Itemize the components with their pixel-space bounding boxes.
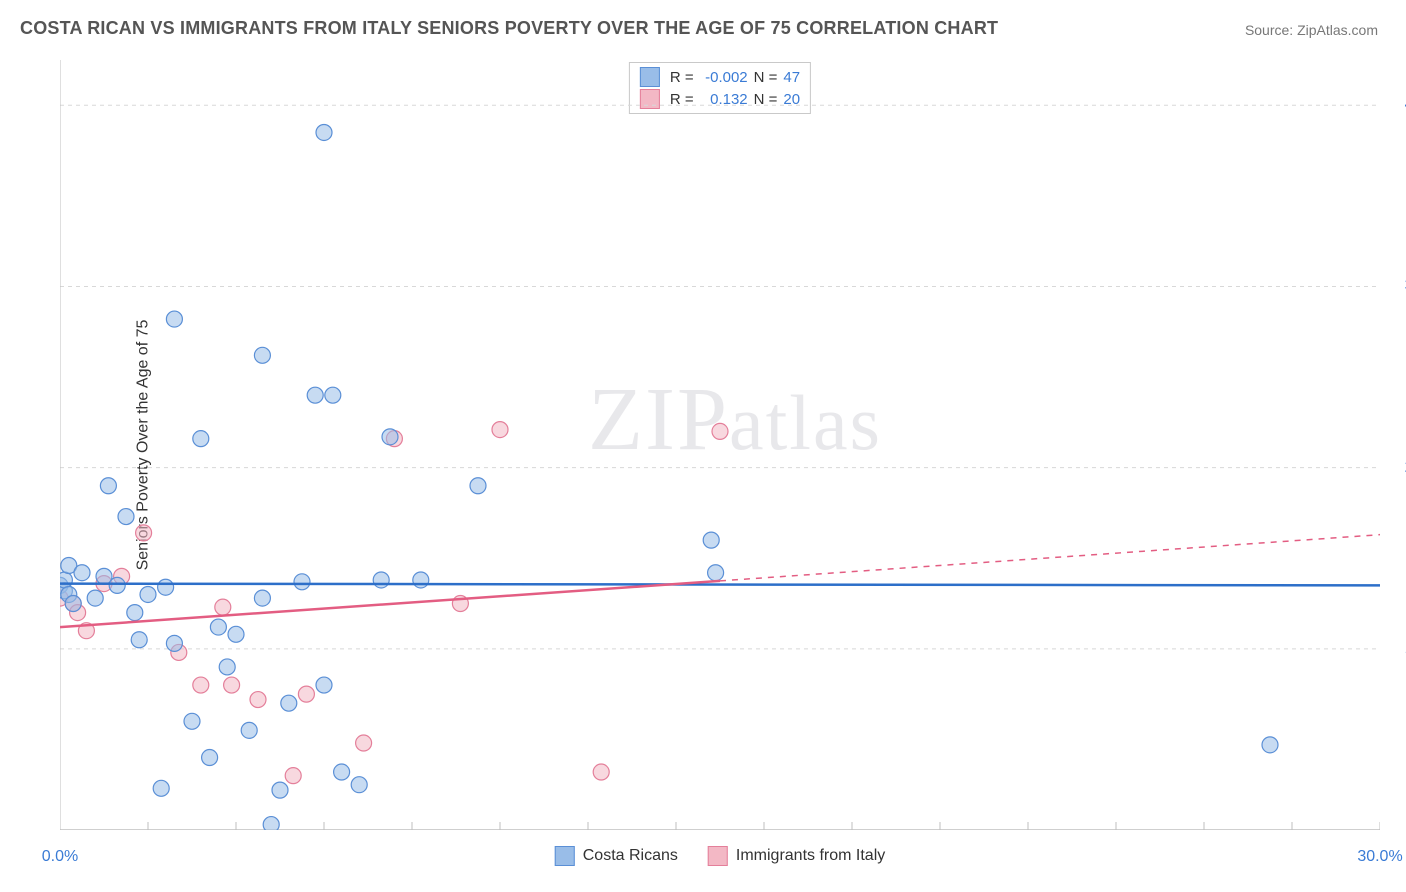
data-point <box>254 347 270 363</box>
data-point <box>127 605 143 621</box>
trend-line-extrapolated <box>720 535 1380 581</box>
data-point <box>263 817 279 830</box>
data-point <box>74 565 90 581</box>
data-point <box>219 659 235 675</box>
legend-swatch-icon <box>555 846 575 866</box>
data-point <box>166 311 182 327</box>
data-point <box>202 750 218 766</box>
data-point <box>351 777 367 793</box>
source-attribution: Source: ZipAtlas.com <box>1245 22 1378 38</box>
data-point <box>210 619 226 635</box>
data-point <box>316 124 332 140</box>
data-point <box>492 422 508 438</box>
data-point <box>224 677 240 693</box>
data-point <box>228 626 244 642</box>
data-point <box>65 596 81 612</box>
data-point <box>131 632 147 648</box>
data-point <box>193 677 209 693</box>
legend-item: Immigrants from Italy <box>708 846 885 866</box>
data-point <box>87 590 103 606</box>
series-legend: Costa Ricans Immigrants from Italy <box>555 846 886 866</box>
source-prefix: Source: <box>1245 22 1297 38</box>
data-point <box>316 677 332 693</box>
data-point <box>250 692 266 708</box>
x-tick-label: 0.0% <box>42 848 78 866</box>
data-point <box>712 423 728 439</box>
data-point <box>325 387 341 403</box>
data-point <box>158 579 174 595</box>
data-point <box>193 431 209 447</box>
data-point <box>334 764 350 780</box>
legend-swatch-icon <box>708 846 728 866</box>
data-point <box>166 635 182 651</box>
scatter-plot <box>60 60 1380 830</box>
data-point <box>254 590 270 606</box>
data-point <box>356 735 372 751</box>
data-point <box>241 722 257 738</box>
data-point <box>215 599 231 615</box>
data-point <box>100 478 116 494</box>
data-point <box>703 532 719 548</box>
data-point <box>593 764 609 780</box>
data-point <box>60 572 72 588</box>
x-tick-label: 30.0% <box>1357 848 1402 866</box>
legend-series-name: Immigrants from Italy <box>736 847 885 865</box>
data-point <box>1262 737 1278 753</box>
data-point <box>294 574 310 590</box>
source-name: ZipAtlas.com <box>1297 22 1378 38</box>
data-point <box>470 478 486 494</box>
data-point <box>373 572 389 588</box>
data-point <box>118 509 134 525</box>
data-point <box>285 768 301 784</box>
data-point <box>153 780 169 796</box>
chart-title: COSTA RICAN VS IMMIGRANTS FROM ITALY SEN… <box>20 18 998 39</box>
trend-line <box>60 584 1380 586</box>
data-point <box>382 429 398 445</box>
chart-area: Seniors Poverty Over the Age of 75 10.0%… <box>60 60 1380 830</box>
data-point <box>184 713 200 729</box>
data-point <box>708 565 724 581</box>
data-point <box>281 695 297 711</box>
data-point <box>413 572 429 588</box>
data-point <box>298 686 314 702</box>
data-point <box>307 387 323 403</box>
legend-series-name: Costa Ricans <box>583 847 678 865</box>
data-point <box>136 525 152 541</box>
data-point <box>140 586 156 602</box>
data-point <box>272 782 288 798</box>
legend-item: Costa Ricans <box>555 846 678 866</box>
data-point <box>109 577 125 593</box>
